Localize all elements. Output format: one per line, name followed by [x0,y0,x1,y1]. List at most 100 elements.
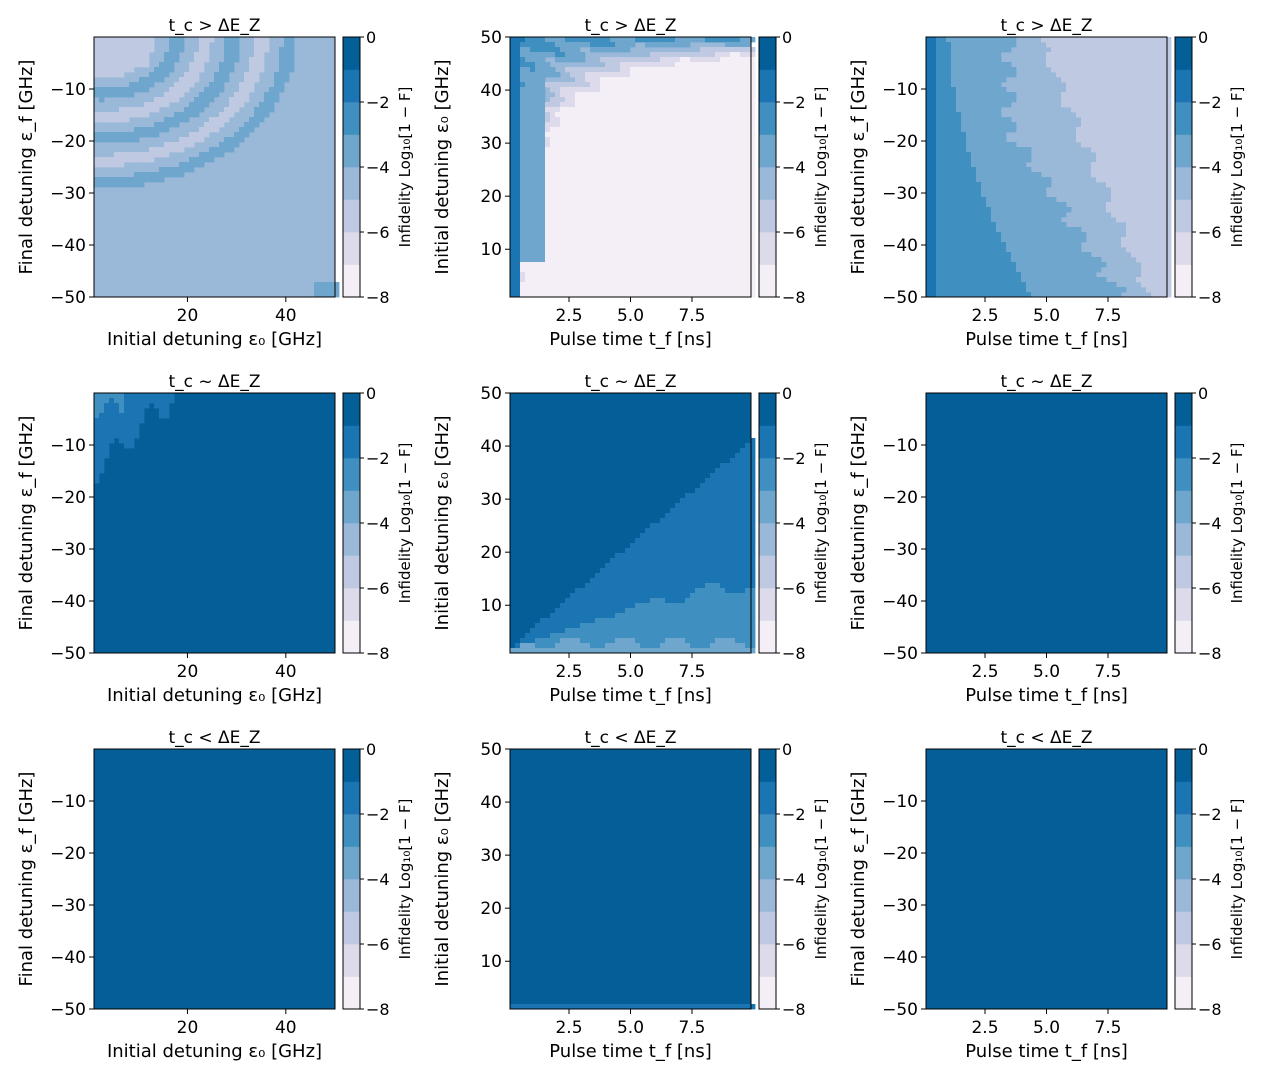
heatmap-cell [625,252,630,257]
heatmap-cell [1081,57,1086,62]
heatmap-cell [1161,202,1166,207]
heatmap-cell [174,47,179,52]
heatmap-cell [745,62,750,67]
heatmap-cell [996,122,1001,127]
heatmap-cell [1106,87,1111,92]
heatmap-cell [1026,182,1031,187]
heatmap-cell [154,107,159,112]
heatmap-cell [961,187,966,192]
heatmap-cell [1036,257,1041,262]
heatmap-cell [595,267,600,272]
heatmap-cell [926,272,931,277]
heatmap-cell [520,142,525,147]
heatmap-cell [1101,132,1106,137]
heatmap-cell [1146,187,1151,192]
heatmap-cell [1101,152,1106,157]
heatmap-cell [635,262,640,267]
heatmap-cell [670,227,675,232]
heatmap-cell [314,287,319,292]
heatmap-cell [936,267,941,272]
heatmap-cell [1126,72,1131,77]
heatmap-cell [986,112,991,117]
heatmap-cell [730,147,735,152]
heatmap-cell [109,92,114,97]
heatmap-cell [545,112,550,117]
heatmap-cell [129,112,134,117]
y-tick-label: −10 [50,80,86,100]
heatmap-cell [1041,197,1046,202]
heatmap-cell [545,82,550,87]
heatmap-cell [1031,252,1036,257]
heatmap-cell [650,207,655,212]
heatmap-cell [725,262,730,267]
heatmap-cell [630,287,635,292]
heatmap-cell [1066,37,1071,42]
heatmap-cell [745,197,750,202]
heatmap-cell [139,152,144,157]
heatmap-cell [590,167,595,172]
heatmap-cell [550,222,555,227]
heatmap-cell [680,262,685,267]
heatmap-cell [650,227,655,232]
heatmap-cell [625,222,630,227]
heatmap-cell [715,167,720,172]
heatmap-cell [560,172,565,177]
heatmap-cell [1141,77,1146,82]
heatmap-cell [134,127,139,132]
heatmap-cell [259,47,264,52]
heatmap-cell [735,242,740,247]
heatmap-cell [515,257,520,262]
heatmap-cell [730,287,735,292]
heatmap-cell [966,117,971,122]
heatmap-cell [1161,207,1166,212]
heatmap-cell [695,227,700,232]
heatmap-cell [229,97,234,102]
heatmap-cell [595,102,600,107]
heatmap-cell [725,102,730,107]
heatmap-cell [670,172,675,177]
heatmap-cell [745,72,750,77]
heatmap-cell [630,157,635,162]
heatmap-cell [99,37,104,42]
heatmap-cell [1126,42,1131,47]
heatmap-cell [680,232,685,237]
heatmap-cell [515,117,520,122]
heatmap-cell [124,67,129,72]
heatmap-cell [1081,272,1086,277]
heatmap-cell [1111,92,1116,97]
heatmap-cell [515,262,520,267]
heatmap-cell [134,132,139,137]
heatmap-cell [119,37,124,42]
heatmap-cell [520,282,525,287]
heatmap-cell [971,262,976,267]
heatmap-cell [720,57,725,62]
heatmap-cell [520,257,525,262]
heatmap-cell [936,77,941,82]
heatmap-cell [680,147,685,152]
heatmap-cell [690,212,695,217]
heatmap-cell [670,252,675,257]
heatmap-cell [991,187,996,192]
heatmap-cell [1086,137,1091,142]
heatmap-cell [1131,97,1136,102]
heatmap-cell [655,107,660,112]
heatmap-cell [725,277,730,282]
heatmap-cell [1121,77,1126,82]
heatmap-cell [590,242,595,247]
heatmap-cell [700,162,705,167]
heatmap-cell [229,147,234,152]
heatmap-cell [1026,192,1031,197]
heatmap-cell [590,172,595,177]
heatmap-cell [946,112,951,117]
heatmap-cell [1121,72,1126,77]
heatmap-cell [1051,42,1056,47]
heatmap-cell [600,127,605,132]
heatmap-cell [981,237,986,242]
heatmap-cell [630,197,635,202]
heatmap-cell [645,272,650,277]
heatmap-cell [1051,47,1056,52]
heatmap-cell [1036,197,1041,202]
heatmap-cell [179,137,184,142]
heatmap-cell [680,227,685,232]
heatmap-cell [1011,147,1016,152]
